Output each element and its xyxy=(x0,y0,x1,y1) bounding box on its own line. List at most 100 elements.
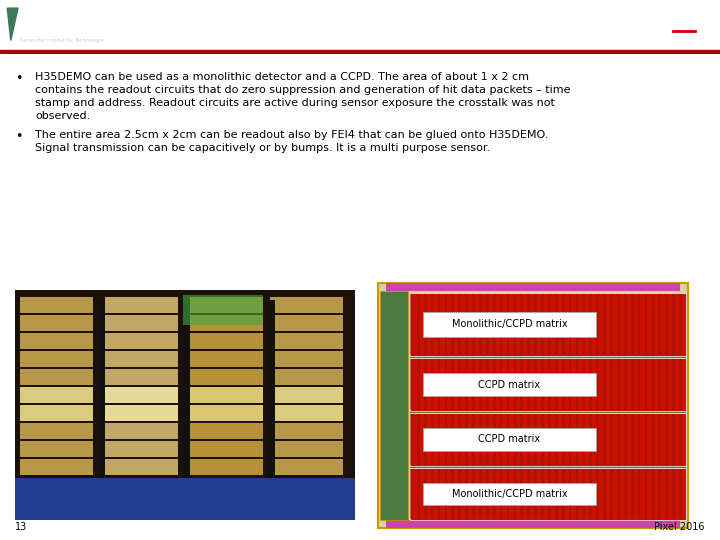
Bar xyxy=(459,359,461,410)
Bar xyxy=(590,469,592,519)
Bar xyxy=(652,359,654,410)
Bar xyxy=(479,359,482,410)
Text: ADL: ADL xyxy=(660,14,691,28)
Bar xyxy=(451,414,454,465)
Bar xyxy=(521,359,523,410)
Bar xyxy=(575,469,578,519)
Bar xyxy=(569,469,572,519)
Bar xyxy=(534,359,537,410)
Bar xyxy=(190,441,263,457)
Bar xyxy=(486,359,489,410)
Bar xyxy=(610,414,613,465)
Bar xyxy=(569,359,572,410)
Bar xyxy=(451,359,454,410)
Bar xyxy=(459,294,461,355)
Bar xyxy=(617,359,620,410)
Bar xyxy=(410,358,686,411)
Bar xyxy=(424,469,426,519)
Bar xyxy=(492,359,495,410)
Bar xyxy=(665,469,668,519)
Bar xyxy=(610,469,613,519)
Bar xyxy=(431,414,433,465)
Bar xyxy=(562,469,564,519)
Bar xyxy=(98,300,105,480)
Bar xyxy=(472,359,475,410)
Bar xyxy=(270,315,343,331)
Bar xyxy=(500,294,503,355)
Bar xyxy=(20,387,93,403)
Bar xyxy=(624,414,626,465)
Bar xyxy=(472,469,475,519)
Bar xyxy=(527,294,530,355)
Bar xyxy=(617,294,620,355)
Bar xyxy=(451,469,454,519)
Bar xyxy=(20,297,93,313)
Bar xyxy=(555,294,558,355)
Bar xyxy=(270,459,343,475)
Bar xyxy=(521,469,523,519)
Bar xyxy=(507,294,509,355)
Bar xyxy=(548,414,551,465)
Text: H35DEMO can be used as a monolithic detector and a CCPD. The area of about 1 x 2: H35DEMO can be used as a monolithic dete… xyxy=(35,72,529,82)
Bar xyxy=(679,414,682,465)
FancyBboxPatch shape xyxy=(423,374,596,396)
Bar xyxy=(624,294,626,355)
Bar xyxy=(465,359,468,410)
Text: Karlsruher Institut für Technologie: Karlsruher Institut für Technologie xyxy=(20,38,104,43)
Bar xyxy=(465,414,468,465)
Bar xyxy=(105,387,178,403)
Bar xyxy=(410,413,686,466)
Bar xyxy=(190,333,263,349)
Bar xyxy=(617,414,620,465)
Text: Monolithic/CCPD matrix: Monolithic/CCPD matrix xyxy=(451,489,567,499)
Bar xyxy=(644,294,647,355)
Bar xyxy=(638,294,641,355)
Text: KIT: KIT xyxy=(20,16,45,30)
Bar xyxy=(270,333,343,349)
Bar xyxy=(617,469,620,519)
Bar xyxy=(20,405,93,421)
Bar xyxy=(507,359,509,410)
Bar xyxy=(534,414,537,465)
Bar xyxy=(582,294,585,355)
Bar xyxy=(610,359,613,410)
Bar xyxy=(679,469,682,519)
Text: Signal transmission can be capacitively or by bumps. It is a multi purpose senso: Signal transmission can be capacitively … xyxy=(35,143,490,153)
Bar xyxy=(562,294,564,355)
FancyBboxPatch shape xyxy=(423,483,596,505)
Bar xyxy=(105,459,178,475)
Bar xyxy=(638,414,641,465)
Bar xyxy=(424,414,426,465)
Bar xyxy=(624,359,626,410)
Bar xyxy=(472,294,475,355)
Bar xyxy=(410,414,413,465)
Text: stamp and address. Readout circuits are active during sensor exposure the crosst: stamp and address. Readout circuits are … xyxy=(35,98,555,108)
Bar xyxy=(105,297,178,313)
Bar xyxy=(513,359,516,410)
Bar xyxy=(590,414,592,465)
Bar xyxy=(105,423,178,439)
Bar xyxy=(492,469,495,519)
Bar xyxy=(541,294,544,355)
Bar xyxy=(500,359,503,410)
Bar xyxy=(492,414,495,465)
Bar xyxy=(479,469,482,519)
Bar xyxy=(652,469,654,519)
Bar xyxy=(548,469,551,519)
Bar xyxy=(644,359,647,410)
Bar xyxy=(603,294,606,355)
Bar xyxy=(603,469,606,519)
Bar xyxy=(465,294,468,355)
Bar xyxy=(548,359,551,410)
Bar xyxy=(541,469,544,519)
Text: contains the readout circuits that do zero suppression and generation of hit dat: contains the readout circuits that do ze… xyxy=(35,85,570,95)
Bar xyxy=(562,359,564,410)
Bar xyxy=(183,300,190,480)
Bar xyxy=(431,294,433,355)
Bar xyxy=(665,294,668,355)
Bar xyxy=(534,469,537,519)
Bar xyxy=(555,414,558,465)
Bar xyxy=(410,359,413,410)
Bar xyxy=(555,359,558,410)
Bar xyxy=(20,423,93,439)
